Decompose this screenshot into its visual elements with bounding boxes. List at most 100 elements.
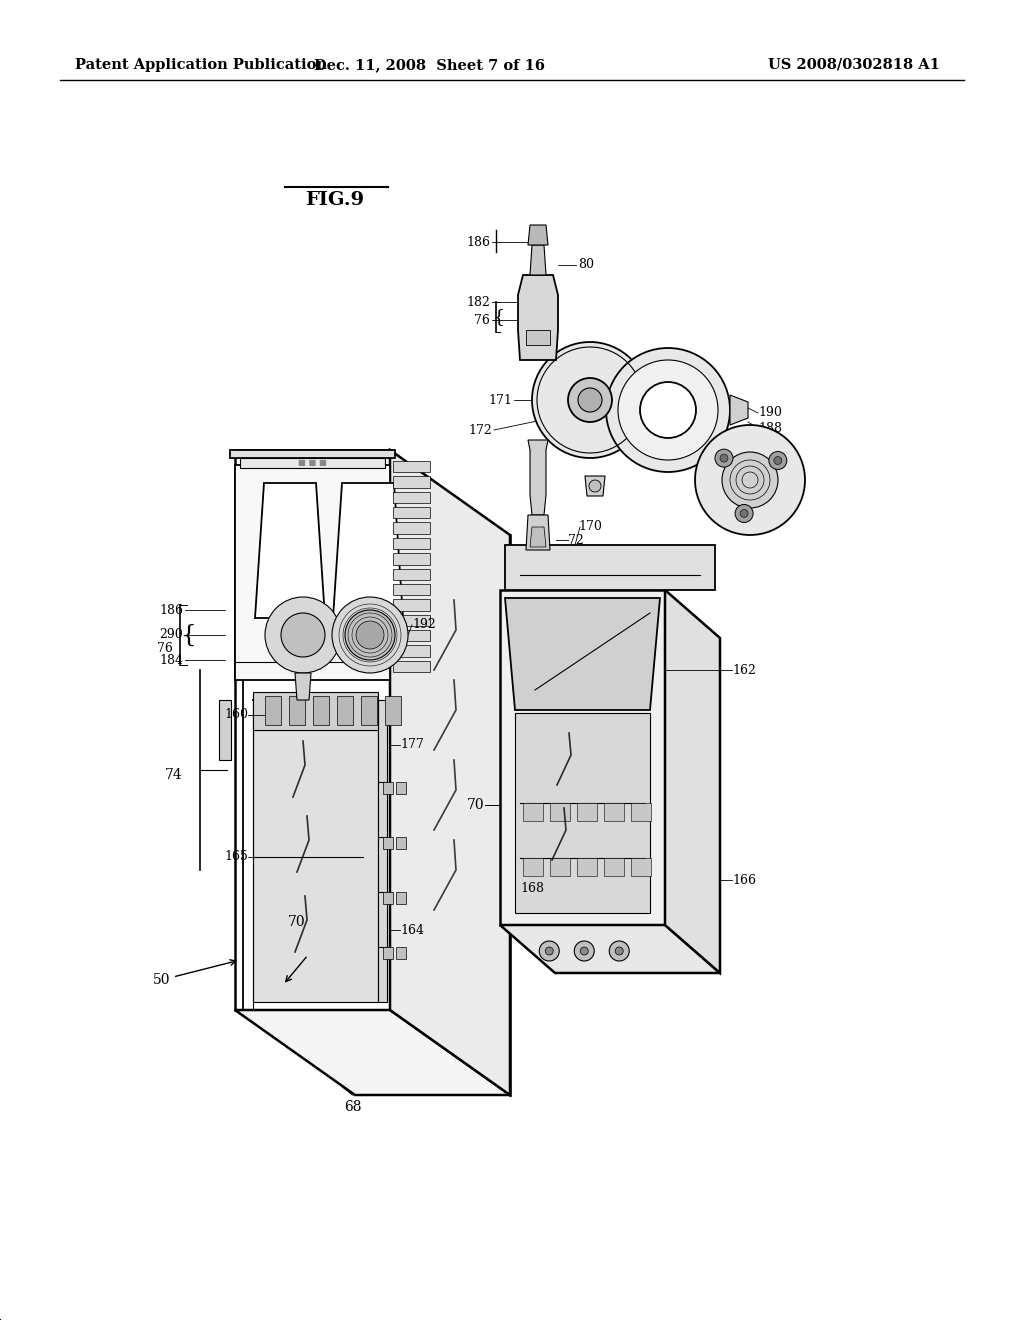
Circle shape bbox=[581, 946, 588, 954]
Circle shape bbox=[532, 342, 648, 458]
Polygon shape bbox=[337, 696, 353, 725]
Polygon shape bbox=[289, 696, 305, 725]
Circle shape bbox=[578, 388, 602, 412]
Text: FIG.9: FIG.9 bbox=[305, 191, 365, 209]
Polygon shape bbox=[396, 892, 406, 904]
Text: 70: 70 bbox=[467, 799, 485, 812]
Text: Patent Application Publication: Patent Application Publication bbox=[75, 58, 327, 73]
Polygon shape bbox=[219, 700, 231, 760]
Polygon shape bbox=[393, 477, 430, 487]
Polygon shape bbox=[500, 590, 665, 925]
Polygon shape bbox=[604, 803, 624, 821]
Polygon shape bbox=[255, 483, 325, 618]
Polygon shape bbox=[390, 450, 510, 1096]
Polygon shape bbox=[361, 696, 377, 725]
Polygon shape bbox=[505, 598, 660, 710]
Polygon shape bbox=[505, 545, 715, 590]
Circle shape bbox=[769, 451, 786, 470]
Polygon shape bbox=[393, 553, 430, 565]
Circle shape bbox=[568, 378, 612, 422]
Text: 76: 76 bbox=[474, 314, 490, 326]
Text: Dec. 11, 2008  Sheet 7 of 16: Dec. 11, 2008 Sheet 7 of 16 bbox=[314, 58, 546, 73]
Polygon shape bbox=[396, 837, 406, 849]
Circle shape bbox=[735, 504, 753, 523]
Polygon shape bbox=[393, 569, 430, 579]
Text: 184: 184 bbox=[159, 653, 183, 667]
Circle shape bbox=[740, 510, 749, 517]
Circle shape bbox=[774, 457, 782, 465]
Polygon shape bbox=[393, 523, 430, 533]
Text: 192: 192 bbox=[412, 619, 436, 631]
Circle shape bbox=[720, 454, 728, 462]
Polygon shape bbox=[385, 696, 401, 725]
Circle shape bbox=[618, 360, 718, 459]
Text: 76: 76 bbox=[157, 642, 173, 655]
Circle shape bbox=[545, 946, 553, 954]
Circle shape bbox=[574, 941, 594, 961]
Text: 74: 74 bbox=[165, 768, 183, 781]
Polygon shape bbox=[523, 858, 543, 876]
Polygon shape bbox=[253, 692, 378, 730]
Circle shape bbox=[640, 381, 696, 438]
Polygon shape bbox=[396, 946, 406, 960]
Text: 171: 171 bbox=[488, 393, 512, 407]
Polygon shape bbox=[295, 673, 311, 700]
Polygon shape bbox=[530, 246, 546, 275]
Polygon shape bbox=[393, 630, 430, 642]
Text: 166: 166 bbox=[732, 874, 756, 887]
Polygon shape bbox=[528, 224, 548, 246]
Circle shape bbox=[540, 941, 559, 961]
Text: 178: 178 bbox=[663, 384, 687, 396]
Circle shape bbox=[589, 480, 601, 492]
Text: 190: 190 bbox=[758, 407, 782, 420]
Polygon shape bbox=[550, 858, 570, 876]
Text: 172: 172 bbox=[468, 424, 492, 437]
Polygon shape bbox=[378, 700, 387, 1002]
Polygon shape bbox=[253, 700, 378, 1002]
Polygon shape bbox=[631, 803, 651, 821]
Text: ■ ■ ■: ■ ■ ■ bbox=[298, 458, 327, 467]
Text: US 2008/0302818 A1: US 2008/0302818 A1 bbox=[768, 58, 940, 73]
Polygon shape bbox=[500, 925, 720, 973]
Text: 188: 188 bbox=[758, 421, 782, 434]
Polygon shape bbox=[550, 803, 570, 821]
Text: {: { bbox=[181, 623, 197, 647]
Polygon shape bbox=[585, 477, 605, 496]
Polygon shape bbox=[523, 803, 543, 821]
Text: 164: 164 bbox=[400, 924, 424, 936]
Polygon shape bbox=[528, 440, 548, 515]
Circle shape bbox=[332, 597, 408, 673]
Text: 50: 50 bbox=[153, 960, 236, 987]
Polygon shape bbox=[393, 461, 430, 473]
Polygon shape bbox=[393, 492, 430, 503]
Text: 80: 80 bbox=[578, 259, 594, 272]
Polygon shape bbox=[393, 537, 430, 549]
Circle shape bbox=[615, 946, 624, 954]
Polygon shape bbox=[665, 590, 720, 973]
Polygon shape bbox=[577, 803, 597, 821]
Polygon shape bbox=[393, 660, 430, 672]
Polygon shape bbox=[234, 1010, 510, 1096]
Polygon shape bbox=[265, 696, 281, 725]
Polygon shape bbox=[515, 713, 650, 913]
Text: 177: 177 bbox=[400, 738, 424, 751]
Circle shape bbox=[281, 612, 325, 657]
Text: {: { bbox=[493, 308, 505, 326]
Polygon shape bbox=[530, 527, 546, 546]
Circle shape bbox=[609, 941, 630, 961]
Text: 70: 70 bbox=[288, 915, 305, 929]
Text: 162: 162 bbox=[732, 664, 756, 676]
Text: 186: 186 bbox=[159, 603, 183, 616]
Circle shape bbox=[345, 610, 395, 660]
Polygon shape bbox=[577, 858, 597, 876]
Polygon shape bbox=[518, 275, 558, 360]
Text: 192: 192 bbox=[656, 404, 680, 417]
Text: 165: 165 bbox=[224, 850, 248, 863]
Text: 72: 72 bbox=[568, 533, 584, 546]
Polygon shape bbox=[604, 858, 624, 876]
Polygon shape bbox=[383, 781, 393, 795]
Text: 168: 168 bbox=[520, 882, 544, 895]
Polygon shape bbox=[631, 858, 651, 876]
Polygon shape bbox=[396, 781, 406, 795]
Circle shape bbox=[606, 348, 730, 473]
